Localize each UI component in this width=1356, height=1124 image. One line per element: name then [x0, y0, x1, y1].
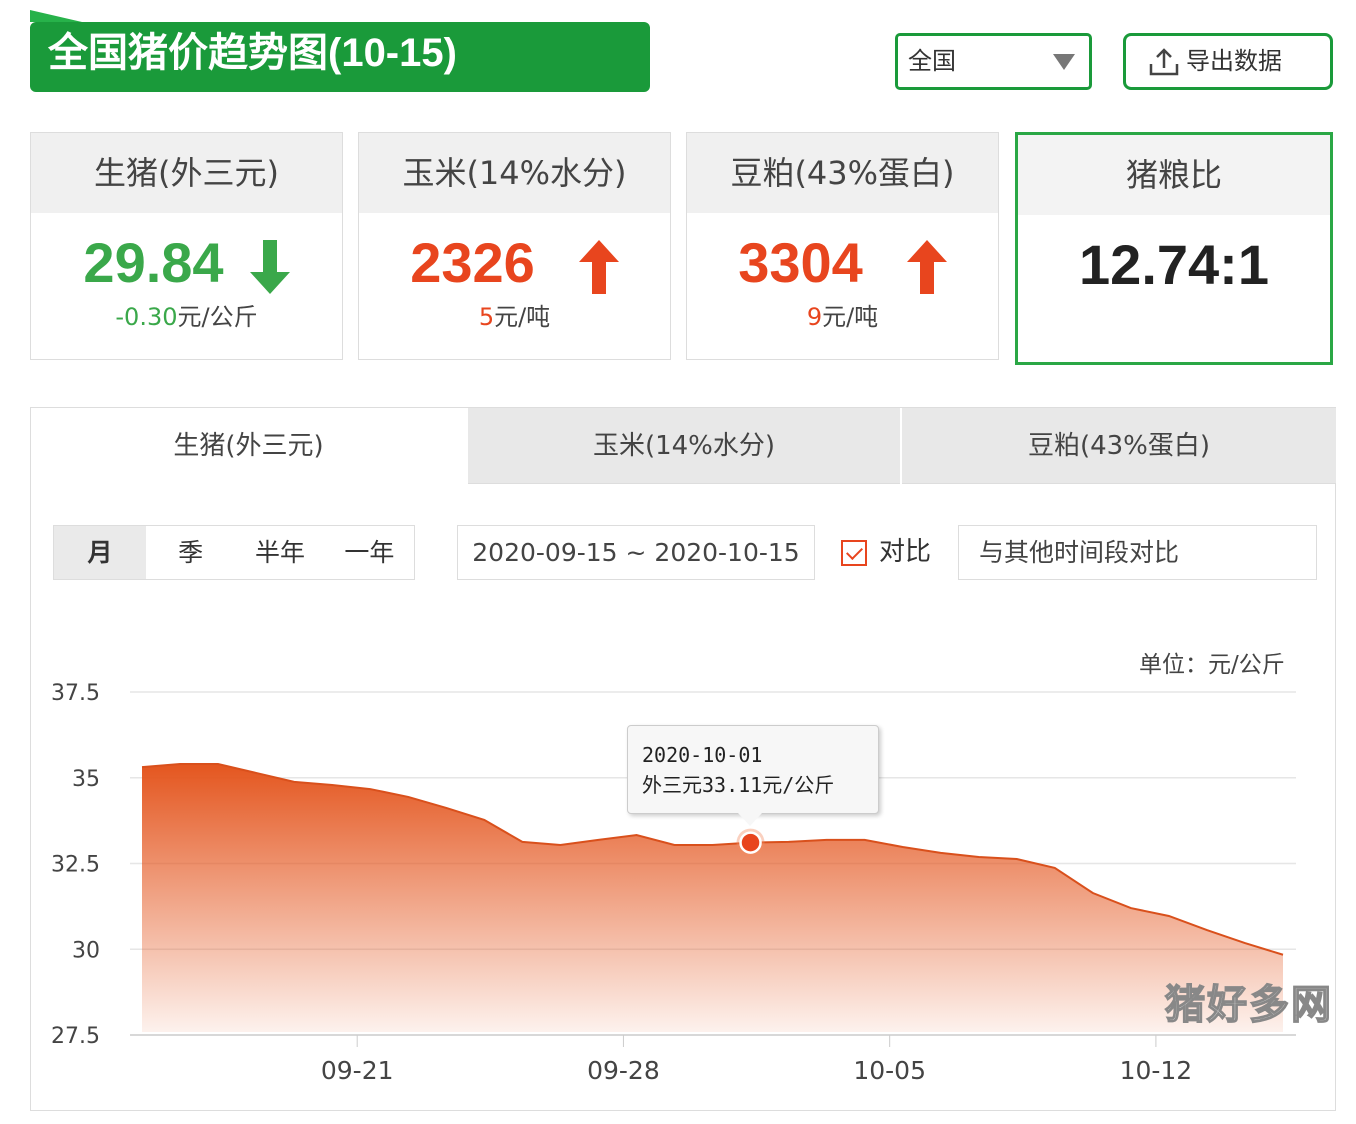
- card-soymeal: 豆粕(43%蛋白) 3304 9元/吨: [686, 132, 999, 360]
- compare-label: 对比: [879, 537, 932, 567]
- arrow-up-icon: [578, 240, 619, 295]
- card-label: 玉米(14%水分): [359, 133, 670, 213]
- card-value: 29.84: [83, 231, 224, 294]
- period-quarter[interactable]: 季: [178, 538, 204, 567]
- card-value: 2326: [410, 231, 535, 294]
- tab-corn[interactable]: 玉米(14%水分): [468, 408, 900, 484]
- period-selector: 月 季 半年 一年: [53, 525, 415, 580]
- card-change: 9: [806, 303, 823, 331]
- tooltip-date: 2020-10-01: [642, 743, 763, 767]
- card-change-unit: 元/公斤: [177, 303, 258, 331]
- card-label: 豆粕(43%蛋白): [687, 133, 998, 213]
- chart-panel: 生猪(外三元) 玉米(14%水分) 豆粕(43%蛋白) 月 季 半年 一年 20…: [30, 407, 1336, 1111]
- chevron-down-icon: [1053, 54, 1075, 70]
- region-select-value: 全国: [908, 47, 956, 75]
- card-pig-grain-ratio: 猪粮比 12.74:1: [1015, 132, 1333, 365]
- tab-soymeal[interactable]: 豆粕(43%蛋白): [902, 408, 1336, 484]
- card-label: 生猪(外三元): [31, 133, 342, 213]
- card-change: 5: [478, 303, 495, 331]
- card-pig: 生猪(外三元) 29.84 -0.30元/公斤: [30, 132, 343, 360]
- period-month[interactable]: 月: [54, 526, 146, 579]
- watermark-logo: 猪好多网: [1164, 981, 1333, 1029]
- card-label: 猪粮比: [1018, 135, 1330, 215]
- chart-tooltip: 2020-10-01 外三元33.11元/公斤: [627, 725, 879, 826]
- unit-label: 单位：元/公斤: [1139, 652, 1285, 678]
- export-label: 导出数据: [1186, 47, 1282, 75]
- page-title: 全国猪价趋势图(10-15): [30, 10, 650, 92]
- card-change-unit: 元/吨: [494, 303, 551, 331]
- arrow-up-icon: [906, 240, 947, 295]
- date-range-input[interactable]: 2020-09-15 ~ 2020-10-15: [457, 525, 815, 580]
- compare-checkbox[interactable]: 对比: [841, 525, 931, 580]
- card-change: -0.30: [115, 303, 178, 331]
- upload-icon: [1149, 48, 1179, 76]
- checkbox-checked-icon: [841, 539, 867, 566]
- export-button[interactable]: 导出数据: [1123, 33, 1333, 90]
- arrow-down-icon: [249, 240, 290, 295]
- tab-pig[interactable]: 生猪(外三元): [31, 408, 466, 484]
- period-half-year[interactable]: 半年: [254, 538, 305, 567]
- tooltip-value: 外三元33.11元/公斤: [642, 773, 835, 797]
- card-change-unit: 元/吨: [822, 303, 879, 331]
- region-select[interactable]: 全国: [895, 33, 1092, 90]
- compare-period-input[interactable]: 与其他时间段对比: [958, 525, 1317, 580]
- period-year[interactable]: 一年: [344, 538, 395, 567]
- card-value: 3304: [738, 231, 863, 294]
- card-corn: 玉米(14%水分) 2326 5元/吨: [358, 132, 671, 360]
- card-value: 12.74:1: [1079, 233, 1269, 296]
